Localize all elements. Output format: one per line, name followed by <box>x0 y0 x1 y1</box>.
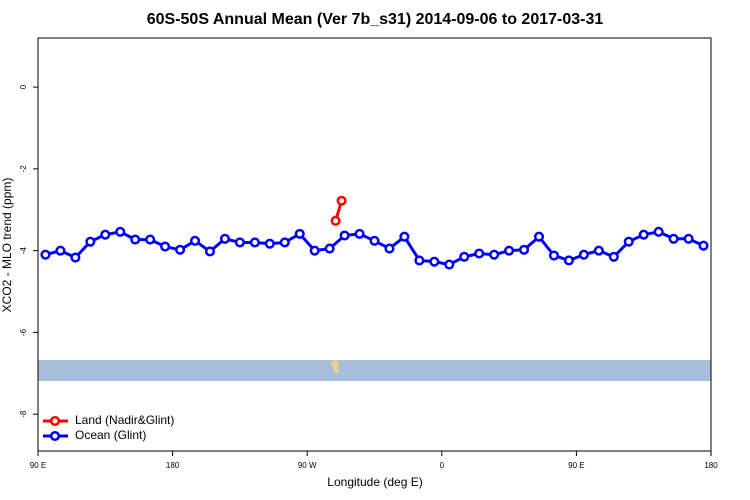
data-point <box>593 245 604 256</box>
data-point <box>160 241 171 252</box>
data-point <box>279 237 290 248</box>
data-point <box>444 259 455 270</box>
data-point <box>330 215 341 226</box>
legend-label: Land (Nadir&Glint) <box>75 413 174 427</box>
y-tick-label: -2 <box>19 165 28 173</box>
x-tick-label: 90 E <box>30 461 46 470</box>
data-point <box>459 251 470 262</box>
data-point <box>519 244 530 255</box>
data-point <box>204 246 216 257</box>
data-point <box>130 234 141 245</box>
data-point <box>354 228 365 239</box>
data-point <box>55 245 66 256</box>
data-point <box>578 249 589 260</box>
data-point <box>115 226 126 237</box>
data-point <box>533 231 545 242</box>
data-point <box>264 238 275 249</box>
data-point <box>683 233 694 244</box>
legend-marker <box>49 415 61 427</box>
y-axis-label: XCO2 - MLO trend (ppm) <box>0 178 14 313</box>
data-point <box>608 251 619 262</box>
data-point <box>623 236 634 247</box>
x-tick-label: 0 <box>440 461 445 470</box>
legend-label: Ocean (Glint) <box>75 428 146 442</box>
data-point <box>399 231 410 242</box>
data-point <box>145 234 156 245</box>
x-tick-label: 90 E <box>568 461 584 470</box>
y-tick-label: 0 <box>19 84 28 89</box>
data-point <box>489 249 500 260</box>
y-tick-label: -8 <box>19 410 28 418</box>
data-point <box>429 256 440 267</box>
data-point <box>653 226 664 237</box>
x-tick-label: 180 <box>704 461 718 470</box>
data-point <box>414 255 425 266</box>
data-point <box>234 237 245 248</box>
data-point <box>189 235 201 246</box>
x-axis-label: Longitude (deg E) <box>327 475 422 489</box>
x-tick-label: 180 <box>166 461 180 470</box>
data-point <box>504 245 515 256</box>
data-point <box>85 236 96 247</box>
land-blob <box>331 360 340 373</box>
x-tick-label: 90 W <box>298 461 317 470</box>
data-point <box>309 245 320 256</box>
map-strip <box>38 360 711 381</box>
data-point <box>40 249 51 260</box>
data-point <box>474 248 485 259</box>
plot-frame <box>37 37 712 452</box>
data-point <box>384 243 395 254</box>
y-tick-label: -4 <box>19 247 28 255</box>
legend-marker <box>49 430 61 442</box>
data-point <box>324 243 335 254</box>
data-point <box>336 195 347 206</box>
data-point <box>698 240 709 251</box>
y-tick-label: -6 <box>19 328 28 336</box>
data-point <box>638 229 649 240</box>
data-point <box>175 244 186 255</box>
data-point <box>668 233 679 244</box>
data-point <box>294 228 305 239</box>
data-point <box>563 255 574 266</box>
data-point <box>70 252 81 263</box>
data-point <box>219 233 230 244</box>
data-point <box>339 230 350 241</box>
chart-title: 60S-50S Annual Mean (Ver 7b_s31) 2014-09… <box>147 11 604 28</box>
data-point <box>548 250 560 261</box>
data-point <box>249 237 260 248</box>
data-point <box>369 235 380 246</box>
data-point <box>100 229 111 240</box>
